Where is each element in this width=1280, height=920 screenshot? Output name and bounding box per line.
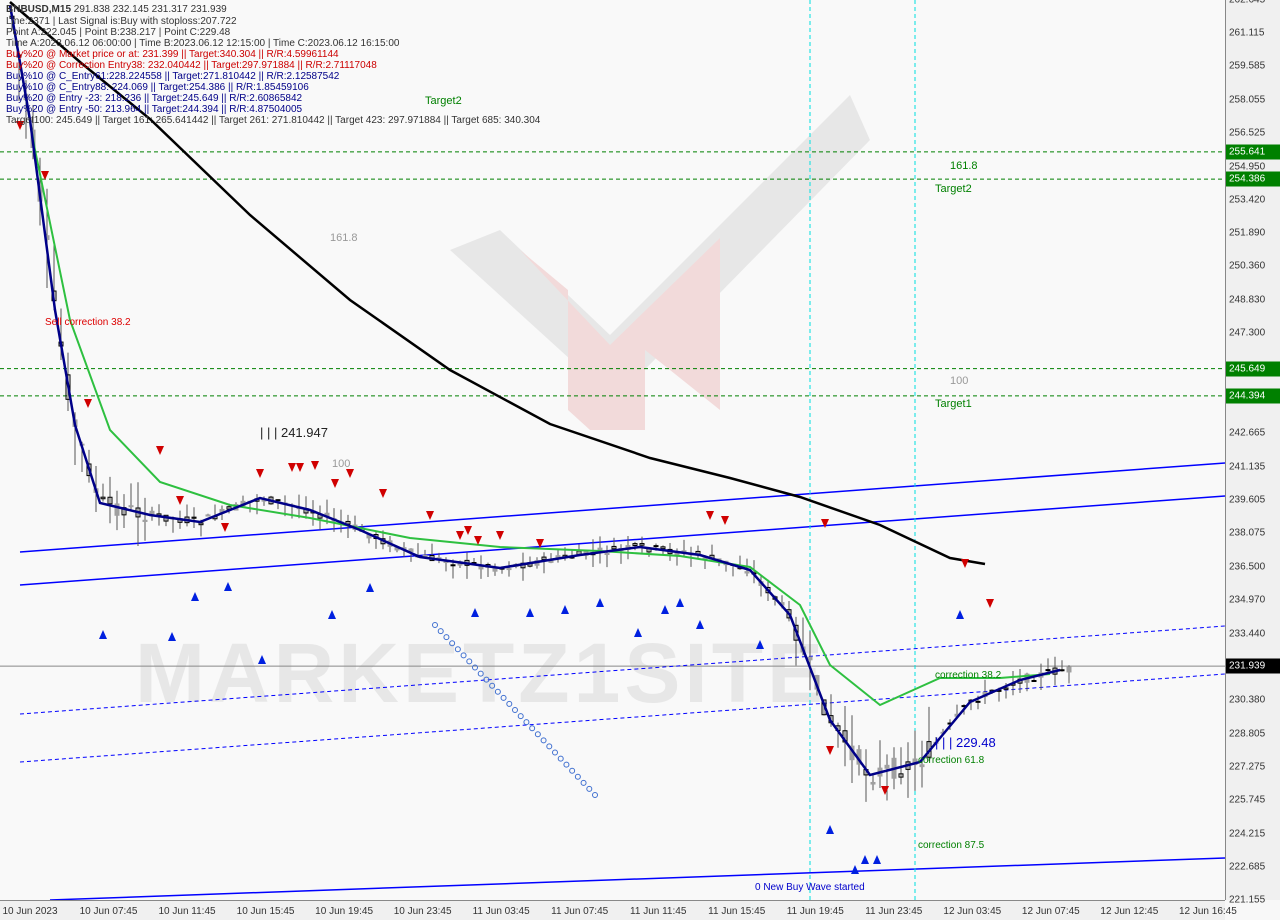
x-tick-label: 10 Jun 19:45 xyxy=(315,906,373,917)
y-tick-label: 227.275 xyxy=(1229,762,1265,773)
info-line: Point A:222.045 | Point B:238.217 | Poin… xyxy=(6,27,230,38)
info-line: Buy%10 @ C_Entry61:228.224558 || Target:… xyxy=(6,71,339,82)
x-tick-label: 10 Jun 11:45 xyxy=(159,906,216,917)
x-tick-label: 11 Jun 11:45 xyxy=(630,906,686,917)
y-tick-label: 228.805 xyxy=(1229,729,1265,740)
y-tick-highlight: 255.641 xyxy=(1226,144,1280,159)
y-tick-label: 239.605 xyxy=(1229,494,1265,505)
info-line: Buy%20 @ Entry -50: 213.964 || Target:24… xyxy=(6,104,302,115)
y-tick-label: 221.155 xyxy=(1229,895,1265,906)
y-tick-label: 250.360 xyxy=(1229,261,1265,272)
annotation-label: 161.8 xyxy=(330,232,358,244)
y-tick-label: 258.055 xyxy=(1229,94,1265,105)
x-tick-label: 12 Jun 12:45 xyxy=(1100,906,1158,917)
x-tick-label: 11 Jun 15:45 xyxy=(708,906,765,917)
y-tick-label: 247.300 xyxy=(1229,327,1265,338)
y-tick-label: 253.420 xyxy=(1229,195,1265,206)
annotation-label: | | | 229.48 xyxy=(935,735,996,750)
y-tick-label: 236.500 xyxy=(1229,562,1265,573)
info-line: Line:2371 | Last Signal is:Buy with stop… xyxy=(6,16,237,27)
y-tick-label: 259.585 xyxy=(1229,61,1265,72)
x-tick-label: 11 Jun 07:45 xyxy=(551,906,608,917)
x-tick-label: 10 Jun 15:45 xyxy=(237,906,295,917)
symbol-header: BNBUSD,M15 291.838 232.145 231.317 231.9… xyxy=(6,4,227,15)
info-line: Buy%20 @ Entry -23: 218.236 || Target:24… xyxy=(6,93,302,104)
y-tick-label: 256.525 xyxy=(1229,127,1265,138)
x-tick-label: 10 Jun 07:45 xyxy=(80,906,138,917)
info-line: Target100: 245.649 || Target 161: 265.64… xyxy=(6,115,540,126)
annotation-label: correction 61.8 xyxy=(918,755,984,766)
y-tick-label: 234.970 xyxy=(1229,595,1265,606)
y-tick-label: 222.685 xyxy=(1229,861,1265,872)
annotation-label: | | | 241.947 xyxy=(260,425,328,440)
x-tick-label: 12 Jun 07:45 xyxy=(1022,906,1080,917)
annotation-label: 100 xyxy=(332,458,350,470)
x-tick-label: 12 Jun 16:45 xyxy=(1179,906,1237,917)
y-tick-highlight: 245.649 xyxy=(1226,361,1280,376)
info-line: Buy%10 @ C_Entry88: 224.069 || Target:25… xyxy=(6,82,309,93)
y-tick-label: 230.380 xyxy=(1229,694,1265,705)
x-tick-label: 11 Jun 23:45 xyxy=(865,906,922,917)
annotation-label: correction 87.5 xyxy=(918,840,984,851)
y-tick-highlight: 244.394 xyxy=(1226,388,1280,403)
x-axis: 10 Jun 2023 10 Jun 07:45 10 Jun 11:45 10 Ju… xyxy=(0,900,1225,920)
x-tick-label: 10 Jun 23:45 xyxy=(394,906,452,917)
annotation-label: correction 38.2 xyxy=(935,670,1001,681)
y-axis: 262.645261.115259.585258.055256.525254.9… xyxy=(1225,0,1280,900)
y-tick-highlight: 231.939 xyxy=(1226,659,1280,674)
y-tick-label: 233.440 xyxy=(1229,628,1265,639)
annotation-label: Sell correction 38.2 xyxy=(45,317,131,328)
annotation-label: 161.8 xyxy=(950,160,978,172)
y-tick-highlight: 254.386 xyxy=(1226,172,1280,187)
annotation-label: 0 New Buy Wave started xyxy=(755,882,865,893)
annotation-label: Target1 xyxy=(935,398,972,410)
x-tick-label: 10 Jun 2023 xyxy=(2,906,57,917)
info-line: Buy%20 @ Correction Entry38: 232.040442 … xyxy=(6,60,377,71)
annotation-label: Target2 xyxy=(425,95,462,107)
chart-container: MARKETZ1SITE BNBUSD,M15 291.838 232.145 … xyxy=(0,0,1280,920)
y-tick-label: 251.890 xyxy=(1229,228,1265,239)
x-tick-label: 11 Jun 19:45 xyxy=(787,906,844,917)
plot-area[interactable]: MARKETZ1SITE BNBUSD,M15 291.838 232.145 … xyxy=(0,0,1225,900)
y-tick-label: 248.830 xyxy=(1229,294,1265,305)
x-tick-label: 12 Jun 03:45 xyxy=(943,906,1001,917)
y-tick-label: 242.665 xyxy=(1229,428,1265,439)
overlay-lines xyxy=(0,0,1225,900)
info-line: Time A:2023.06.12 06:00:00 | Time B:2023… xyxy=(6,38,399,49)
y-tick-label: 238.075 xyxy=(1229,527,1265,538)
y-tick-label: 224.215 xyxy=(1229,828,1265,839)
y-tick-label: 225.745 xyxy=(1229,795,1265,806)
y-tick-label: 241.135 xyxy=(1229,461,1265,472)
x-tick-label: 11 Jun 03:45 xyxy=(473,906,530,917)
y-tick-label: 261.115 xyxy=(1229,28,1264,39)
y-tick-label: 262.645 xyxy=(1229,0,1265,6)
annotation-label: 100 xyxy=(950,375,968,387)
annotation-label: Target2 xyxy=(935,183,972,195)
info-line: Buy%20 @ Market price or at: 231.399 || … xyxy=(6,49,339,60)
